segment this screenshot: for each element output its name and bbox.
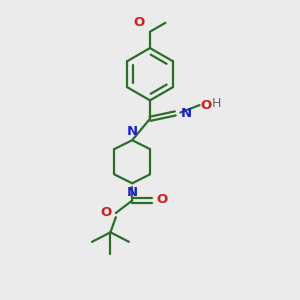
Text: O: O xyxy=(134,16,145,29)
Text: O: O xyxy=(100,206,112,219)
Text: N: N xyxy=(180,107,191,120)
Text: O: O xyxy=(156,193,167,206)
Text: N: N xyxy=(127,125,138,138)
Text: H: H xyxy=(212,98,221,110)
Text: O: O xyxy=(201,99,212,112)
Text: N: N xyxy=(127,186,138,199)
